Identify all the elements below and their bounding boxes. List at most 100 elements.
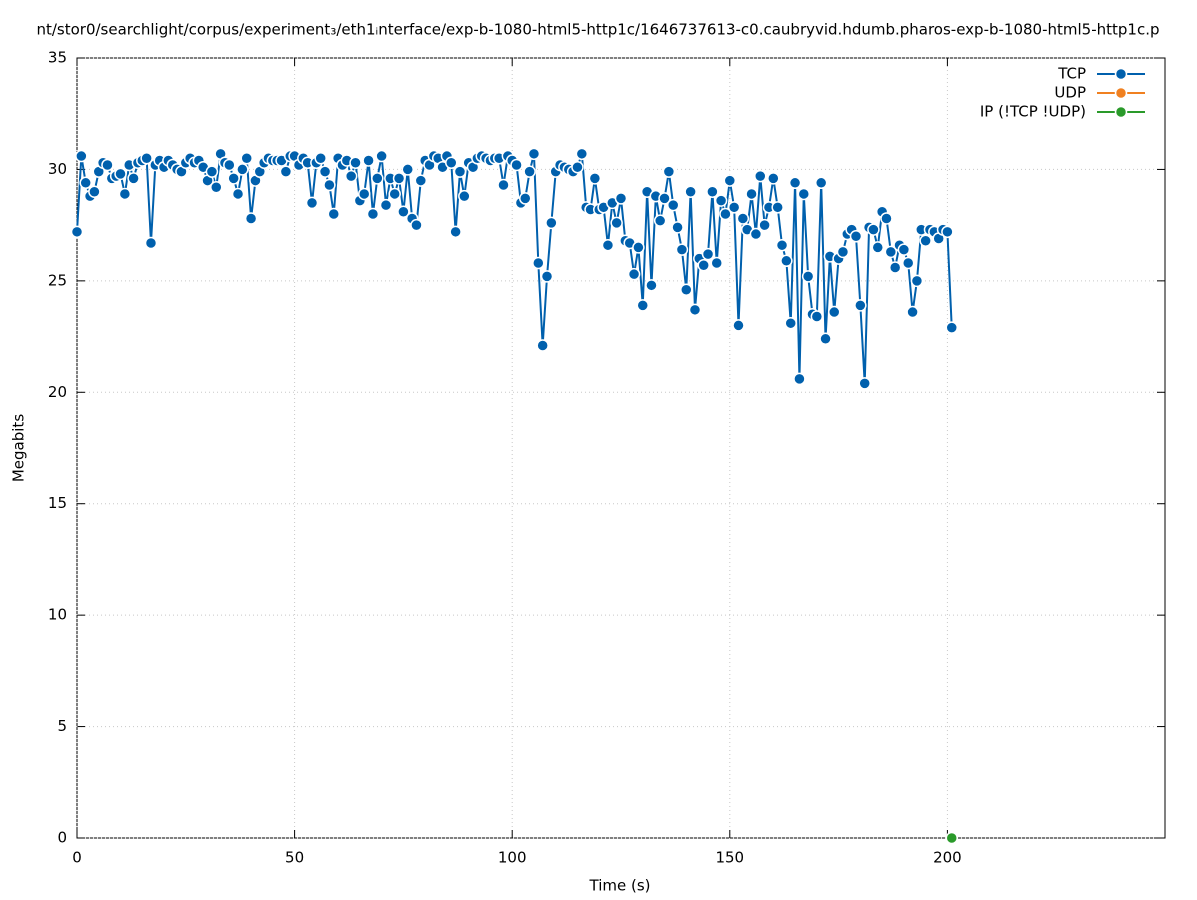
data-point	[527, 147, 541, 161]
data-point	[749, 227, 763, 241]
data-point	[836, 245, 850, 259]
data-point	[706, 185, 719, 198]
data-point	[314, 152, 327, 165]
data-point	[375, 149, 388, 163]
data-point	[88, 185, 101, 198]
data-point	[279, 165, 293, 178]
data-point	[205, 165, 219, 178]
data-point	[854, 299, 867, 312]
data-point	[658, 192, 671, 205]
y-tick-label: 15	[48, 494, 67, 512]
data-point	[397, 205, 410, 219]
data-point	[510, 158, 523, 172]
legend-marker	[1114, 86, 1128, 100]
x-tick-label: 50	[285, 849, 304, 867]
data-point	[144, 236, 158, 250]
data-point	[362, 154, 375, 167]
data-point	[401, 163, 415, 176]
data-point	[758, 218, 771, 232]
data-point	[684, 185, 697, 198]
y-tick-label: 10	[48, 606, 67, 624]
data-point	[445, 156, 458, 169]
data-point	[244, 212, 258, 225]
legend-label: UDP	[1054, 84, 1086, 102]
data-point	[414, 174, 428, 187]
data-point	[497, 178, 510, 192]
data-point	[897, 243, 911, 256]
data-point	[867, 223, 880, 236]
data-point	[323, 178, 336, 192]
data-point	[919, 234, 932, 247]
y-tick-label: 5	[57, 717, 67, 735]
data-point	[458, 189, 471, 203]
data-point	[666, 198, 680, 212]
data-point	[945, 831, 959, 845]
data-point	[357, 187, 371, 201]
legend-label: TCP	[1057, 65, 1086, 83]
data-point	[767, 172, 780, 185]
legend-marker	[1114, 105, 1128, 119]
data-point	[453, 165, 467, 178]
data-point	[236, 163, 249, 176]
data-point	[871, 241, 885, 254]
data-point	[227, 172, 240, 185]
data-point	[906, 305, 919, 319]
data-point	[588, 172, 602, 185]
data-point	[697, 259, 710, 272]
data-point	[910, 274, 924, 288]
data-point	[75, 149, 88, 163]
data-point	[653, 214, 667, 227]
data-point	[614, 192, 628, 205]
data-point	[388, 187, 401, 201]
data-point	[780, 254, 793, 268]
data-point	[632, 241, 645, 254]
data-point	[223, 158, 236, 172]
chart-title: nt/stor0/searchlight/corpus/experiment₃/…	[36, 21, 1159, 39]
data-point	[571, 160, 584, 174]
data-point	[379, 198, 393, 212]
data-point	[849, 230, 863, 243]
x-tick-label: 100	[498, 849, 527, 867]
data-point	[645, 279, 658, 292]
data-point	[858, 377, 871, 390]
data-point	[601, 238, 615, 252]
data-point	[532, 256, 545, 270]
y-tick-label: 0	[57, 829, 67, 847]
data-point	[327, 207, 341, 221]
data-point	[723, 174, 737, 187]
data-point	[688, 303, 702, 317]
data-point	[675, 243, 689, 256]
data-point	[140, 152, 153, 165]
data-point	[349, 156, 362, 169]
data-point	[680, 283, 693, 297]
data-point	[819, 332, 832, 346]
legend-label: IP (!TCP !UDP)	[980, 103, 1086, 121]
data-point	[671, 221, 684, 234]
data-point	[392, 172, 406, 185]
y-tick-label: 25	[48, 271, 67, 289]
data-point	[540, 270, 554, 283]
data-point	[736, 212, 750, 225]
data-point	[827, 305, 841, 319]
data-point	[771, 201, 784, 214]
data-point	[575, 147, 589, 161]
data-point	[118, 187, 132, 201]
data-point	[745, 187, 758, 201]
data-point	[884, 245, 898, 259]
data-point	[784, 316, 797, 330]
data-point	[114, 167, 127, 181]
data-point	[366, 207, 380, 221]
data-point	[70, 225, 84, 239]
data-point	[710, 256, 723, 270]
data-point	[810, 310, 824, 323]
data-point	[775, 238, 789, 252]
data-point	[305, 196, 319, 210]
data-point	[727, 201, 741, 214]
data-point	[79, 176, 92, 190]
data-point	[519, 192, 532, 205]
data-point	[801, 270, 815, 283]
data-point	[719, 207, 732, 221]
data-point	[523, 165, 536, 178]
data-point	[410, 218, 423, 232]
